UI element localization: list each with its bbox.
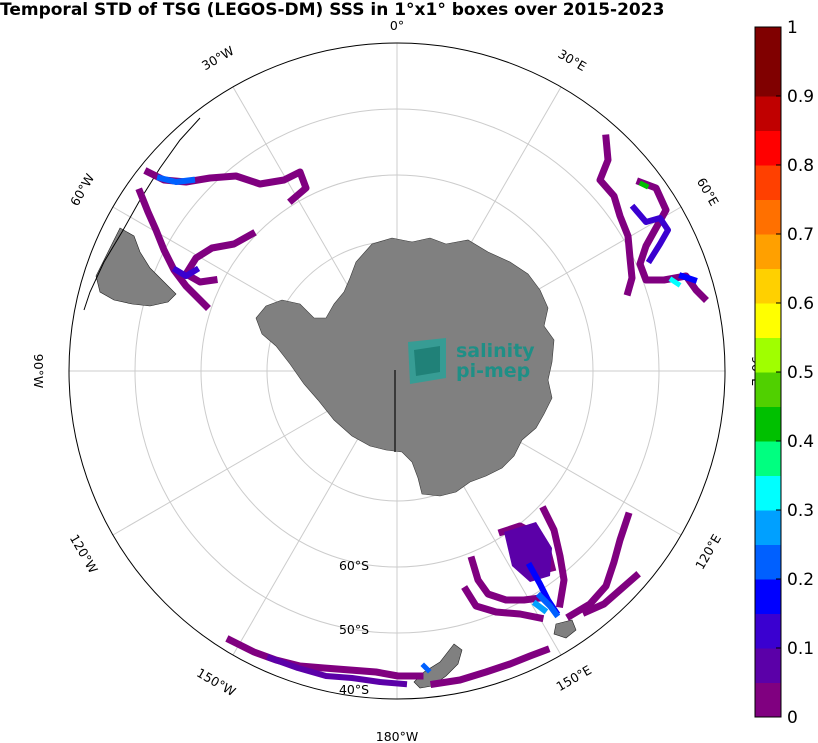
- south-america-land: [95, 227, 177, 307]
- lon-label-120e: 120°E: [692, 531, 724, 572]
- lon-label-60w: 60°W: [67, 171, 97, 208]
- colorbar-segment: [755, 268, 781, 304]
- colorbar-tick-label: 0.6: [787, 294, 814, 314]
- track-drake-blue2: [171, 265, 201, 279]
- lon-label-90w: 90°W: [31, 354, 46, 389]
- logo-mark-shade: [414, 346, 440, 376]
- colorbar-tick-label: 1: [787, 18, 798, 38]
- lon-label-60e: 60°E: [694, 175, 722, 209]
- track-aus-block: [504, 522, 552, 582]
- colorbar-segment: [755, 303, 781, 338]
- lat-label-60s: 60°S: [339, 558, 369, 573]
- colorbar: 0 0.1 0.2 0.3 0.4 0.5 0.6 0.7 0.8 0.9 1: [754, 18, 814, 728]
- lon-label-150w: 150°W: [194, 665, 238, 699]
- lon-label-0: 0°: [390, 18, 404, 33]
- colorbar-tick-label: 0.8: [787, 156, 814, 176]
- track-aus-e: [565, 511, 633, 621]
- map-title: Temporal STD of TSG (LEGOS-DM) SSS in 1°…: [0, 0, 665, 20]
- colorbar-segment: [755, 579, 781, 614]
- lat-label-50s: 50°S: [339, 622, 369, 637]
- meridian-line: [112, 403, 341, 536]
- lon-label-120w: 120°W: [67, 532, 101, 576]
- track-pacific-3: [430, 645, 551, 688]
- track-indian-3: [629, 203, 671, 265]
- colorbar-segment: [755, 61, 781, 97]
- colorbar-segment: [755, 130, 781, 166]
- track-aus-lightblue: [535, 591, 561, 619]
- track-aus-a: [539, 505, 568, 609]
- latitude-labels: 60°S 50°S 40°S: [339, 558, 369, 697]
- meridian-line: [232, 86, 365, 315]
- meridian-line: [232, 427, 365, 656]
- track-pacific-1: [225, 635, 424, 680]
- colorbar-segment: [755, 337, 781, 373]
- track-indian-blue: [678, 272, 698, 284]
- lat-label-40s: 40°S: [339, 682, 369, 697]
- track-drake-north: [143, 167, 310, 205]
- lon-label-180w: 180°W: [376, 729, 418, 743]
- map-frame: [68, 42, 726, 700]
- south-america-coastline: [83, 117, 201, 311]
- colorbar-tick-label: 0.4: [787, 432, 814, 452]
- logo-text-salinity: salinity: [456, 340, 535, 362]
- colorbar-tick-label: 0.1: [787, 639, 814, 659]
- colorbar-segment: [755, 96, 781, 131]
- track-indian-1: [596, 134, 636, 297]
- colorbar-segment: [755, 544, 781, 580]
- salinity-pi-mep-logo: salinity pi-mep: [408, 338, 535, 384]
- track-aus-c: [467, 555, 544, 604]
- colorbar-tick-label: 0.3: [787, 501, 814, 521]
- colorbar-segment: [755, 648, 781, 683]
- tasmania-land: [553, 619, 577, 639]
- colorbar-segment: [755, 199, 781, 235]
- colorbar-tick-label: 0.7: [787, 225, 814, 245]
- lon-label-30e: 30°E: [555, 46, 589, 74]
- colorbar-segment: [755, 27, 781, 62]
- colorbar-segment: [755, 165, 781, 200]
- track-indian-cyan: [668, 276, 682, 288]
- lon-label-30w: 30°W: [199, 43, 236, 73]
- track-drake-east: [182, 229, 257, 286]
- track-drake-blue: [156, 174, 196, 185]
- colorbar-segment: [755, 406, 781, 442]
- track-aus-cyan: [531, 599, 549, 615]
- colorbar-segment: [755, 682, 781, 718]
- colorbar-segment: [755, 441, 781, 476]
- new-zealand-land: [413, 643, 463, 689]
- track-indian-green: [638, 180, 650, 190]
- track-pacific-blue: [420, 662, 432, 674]
- track-aus-d: [461, 585, 545, 623]
- colorbar-tick-label: 0: [787, 708, 798, 728]
- colorbar-tick-label: 0.2: [787, 570, 814, 590]
- sss-std-tracks: [135, 134, 709, 688]
- colorbar-segment: [755, 372, 781, 407]
- track-aus-f: [581, 571, 641, 617]
- colorbar-segment: [755, 510, 781, 545]
- colorbar-segment: [755, 475, 781, 511]
- colorbar-tick-label: 0.9: [787, 87, 814, 107]
- antarctica-landmass: [255, 237, 555, 497]
- track-pacific-2: [266, 654, 408, 688]
- colorbar-segment: [755, 613, 781, 649]
- colorbar-segment: [755, 234, 781, 269]
- track-drake-west: [135, 187, 211, 311]
- logo-text-pimep: pi-mep: [456, 360, 530, 382]
- lon-label-150e: 150°E: [554, 662, 595, 694]
- colorbar-tick-label: 0.5: [787, 363, 814, 383]
